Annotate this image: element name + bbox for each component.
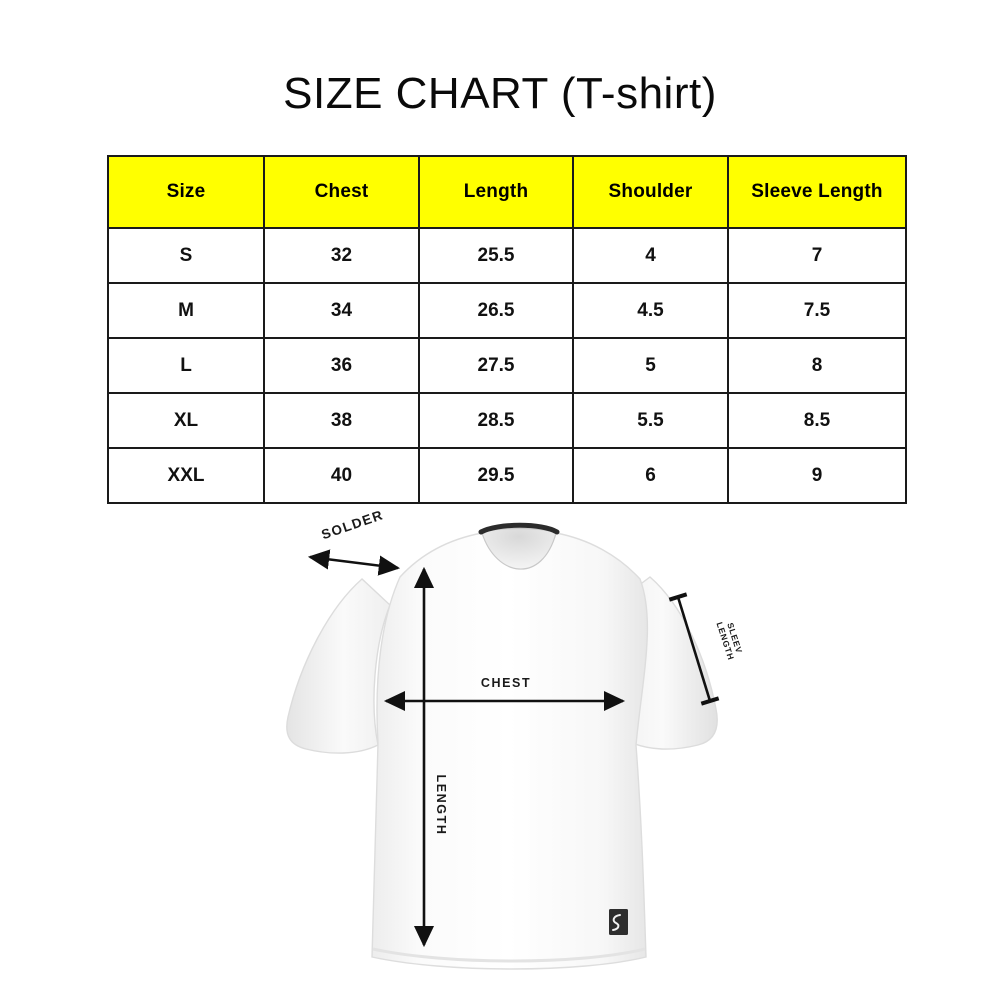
- table-row: XL 38 28.5 5.5 8.5: [107, 392, 907, 449]
- tshirt-body: [371, 532, 649, 970]
- table-row: L 36 27.5 5 8: [107, 337, 907, 394]
- cell-shoulder: 5.5: [572, 392, 729, 449]
- cell-chest: 32: [263, 227, 420, 284]
- tshirt-neckline: [481, 527, 557, 570]
- cell-length: 28.5: [418, 392, 574, 449]
- cell-length: 29.5: [418, 447, 574, 504]
- cell-size: XL: [107, 392, 265, 449]
- cell-chest: 40: [263, 447, 420, 504]
- sleeve-length-measure-arrow: [668, 592, 720, 706]
- cell-sleeve-length: 8.5: [727, 392, 907, 449]
- length-measure-label: LENGTH: [434, 775, 448, 836]
- table-row: M 34 26.5 4.5 7.5: [107, 282, 907, 339]
- shoulder-measure-label: SOLDER: [320, 507, 386, 542]
- table-header-row: Size Chest Length Shoulder Sleeve Length: [107, 155, 907, 229]
- cell-chest: 38: [263, 392, 420, 449]
- cell-size: L: [107, 337, 265, 394]
- cell-sleeve-length: 7: [727, 227, 907, 284]
- cell-length: 26.5: [418, 282, 574, 339]
- brand-tag-icon: [609, 909, 628, 935]
- size-chart-table-container: Size Chest Length Shoulder Sleeve Length…: [107, 155, 907, 504]
- column-header-chest: Chest: [263, 155, 420, 229]
- cell-shoulder: 6: [572, 447, 729, 504]
- cell-length: 27.5: [418, 337, 574, 394]
- cell-shoulder: 5: [572, 337, 729, 394]
- cell-shoulder: 4: [572, 227, 729, 284]
- cell-sleeve-length: 7.5: [727, 282, 907, 339]
- tshirt-hem: [372, 947, 646, 963]
- cell-sleeve-length: 8: [727, 337, 907, 394]
- column-header-shoulder: Shoulder: [572, 155, 729, 229]
- cell-sleeve-length: 9: [727, 447, 907, 504]
- cell-size: XXL: [107, 447, 265, 504]
- column-header-size: Size: [107, 155, 265, 229]
- cell-shoulder: 4.5: [572, 282, 729, 339]
- cell-length: 25.5: [418, 227, 574, 284]
- table-row: S 32 25.5 4 7: [107, 227, 907, 284]
- cell-chest: 34: [263, 282, 420, 339]
- tshirt-left-sleeve: [286, 578, 391, 754]
- shoulder-measure-arrow: [307, 549, 401, 576]
- cell-size: M: [107, 282, 265, 339]
- tshirt-back-collar: [478, 522, 560, 535]
- cell-chest: 36: [263, 337, 420, 394]
- tshirt-measurement-diagram: SOLDER CHEST LENGTH SLEEV LENGTH: [250, 505, 770, 985]
- size-chart-table: Size Chest Length Shoulder Sleeve Length…: [107, 155, 907, 504]
- cell-size: S: [107, 227, 265, 284]
- column-header-sleeve-length: Sleeve Length: [727, 155, 907, 229]
- chest-measure-label: CHEST: [481, 676, 531, 690]
- table-row: XXL 40 29.5 6 9: [107, 447, 907, 504]
- column-header-length: Length: [418, 155, 574, 229]
- page-title: SIZE CHART (T-shirt): [283, 69, 717, 118]
